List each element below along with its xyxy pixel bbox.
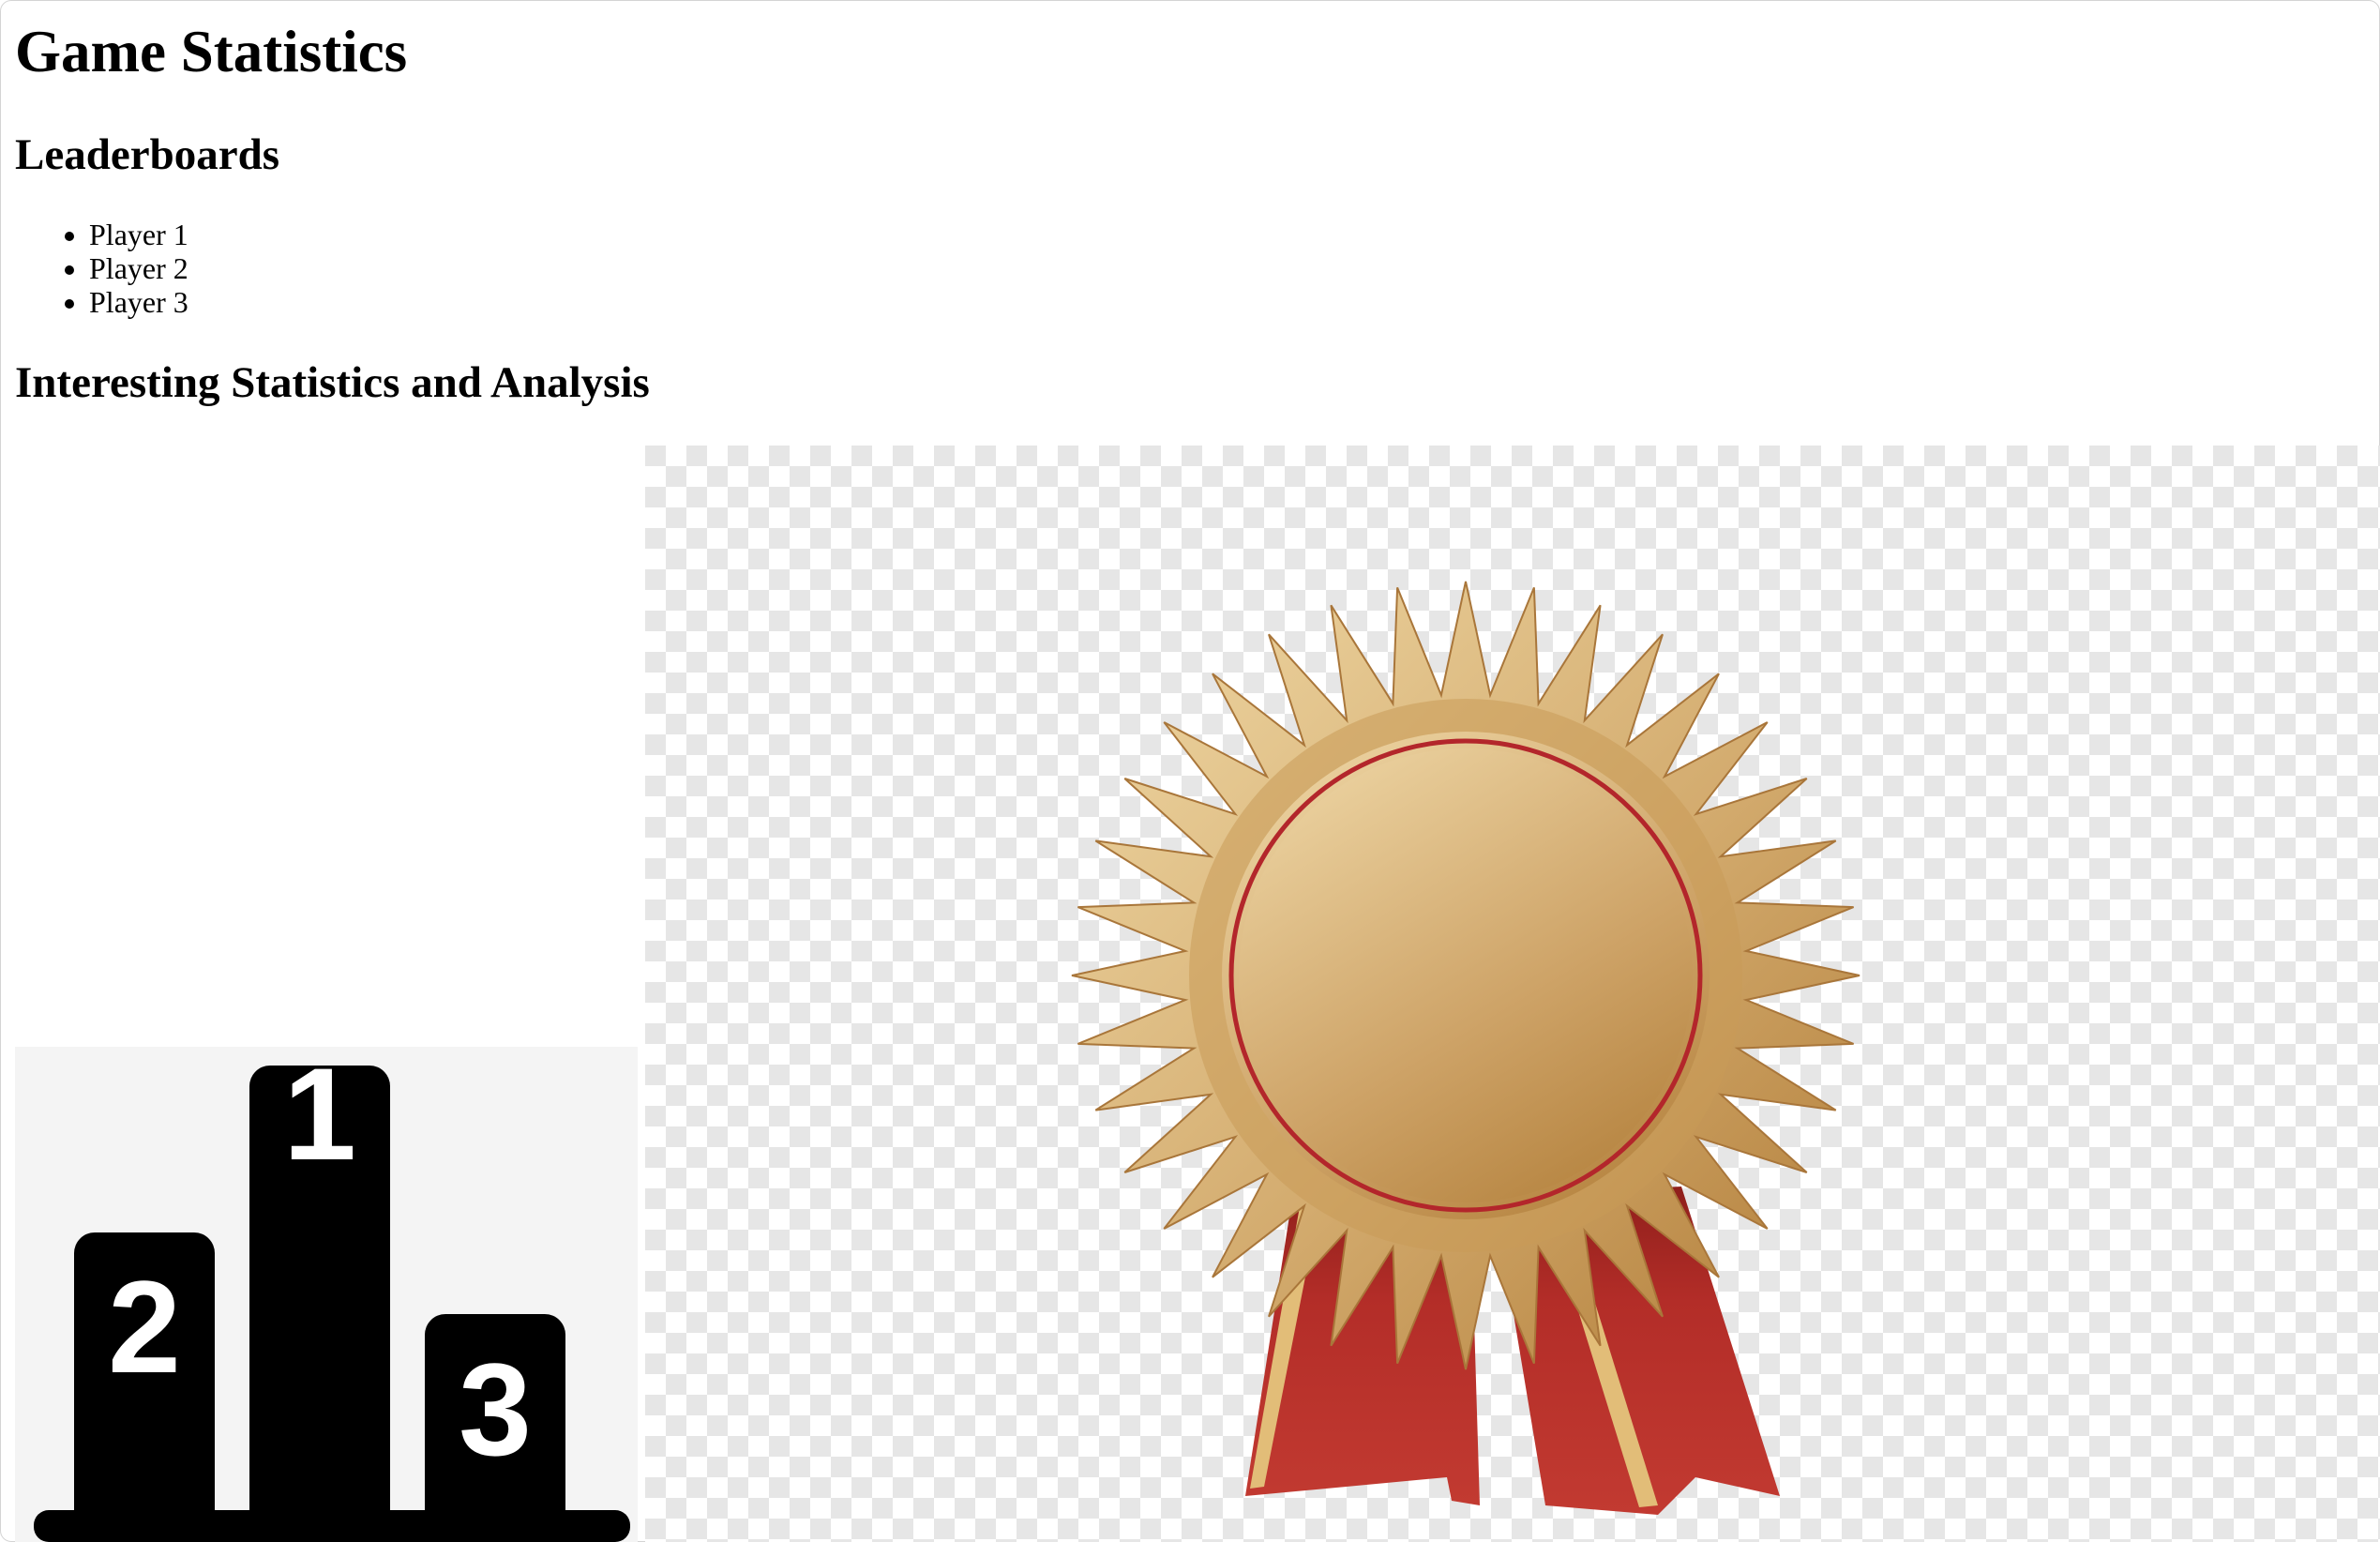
list-item: Player 1	[89, 218, 188, 251]
rank-3-label: 3	[459, 1336, 532, 1483]
list-item: Player 2	[89, 251, 188, 285]
list-item: Player 3	[89, 285, 188, 319]
rank-2-label: 2	[108, 1253, 181, 1400]
rank-1-label: 1	[283, 1047, 356, 1187]
award-ribbon-icon	[645, 446, 2380, 1542]
podium-icon: 1 2 3	[34, 1047, 630, 1542]
statistics-heading: Interesting Statistics and Analysis	[15, 358, 650, 407]
page-title: Game Statistics	[15, 19, 408, 84]
leaderboards-heading: Leaderboards	[15, 130, 279, 179]
podium-image: 1 2 3	[15, 1047, 638, 1542]
leaderboard-list: Player 1 Player 2 Player 3	[0, 218, 188, 319]
award-badge-image	[645, 446, 2380, 1542]
